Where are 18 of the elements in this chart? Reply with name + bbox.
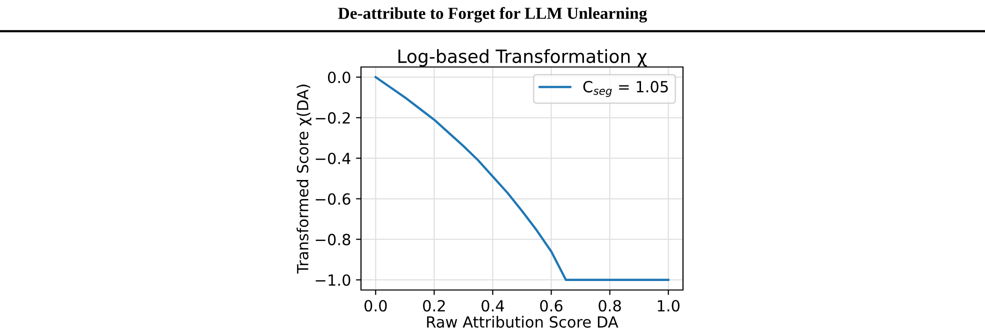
x-tick-label: 0.4 [482, 300, 504, 312]
x-tick-label: 1.0 [658, 300, 680, 312]
legend-label: C$_{seg}$ = 1.05 [583, 80, 668, 97]
x-tick-label: 0.2 [423, 300, 445, 312]
y-tick-label: −0.6 [316, 193, 350, 205]
y-axis-title: Transformed Score χ(DA) [296, 84, 312, 274]
y-tick-label: −0.2 [316, 112, 350, 124]
text: De-attribute to Forget for LLM Unlearning [338, 7, 648, 22]
line-series [374, 76, 670, 281]
x-tick-label: 0.0 [364, 300, 387, 312]
y-tick-label: −1.0 [316, 274, 350, 286]
x-tick-label: 0.6 [540, 300, 562, 312]
x-tick-label: 0.8 [598, 300, 621, 312]
y-tick-label: 0.0 [328, 72, 350, 84]
y-tick-label: −0.4 [316, 152, 350, 164]
y-tick-label: −0.8 [316, 234, 350, 246]
chart-title: Log-based Transformation χ [398, 49, 647, 67]
x-axis-title: Raw Attribution Score DA [427, 316, 618, 328]
